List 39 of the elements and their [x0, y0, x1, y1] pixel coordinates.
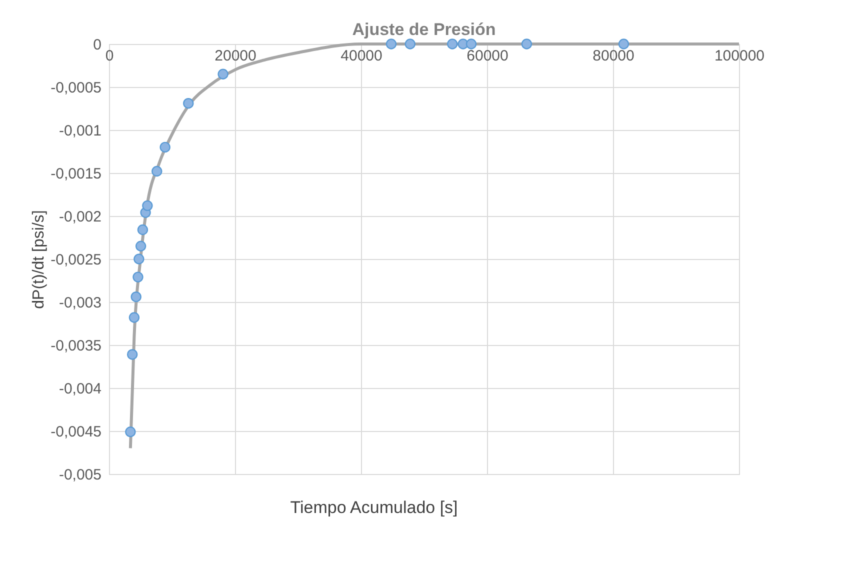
y-tick-label: -0,0045 — [50, 424, 102, 440]
point — [386, 38, 397, 50]
x-tick-label: 20000 — [214, 48, 256, 64]
point — [218, 68, 228, 80]
y-tick-label: -0,0035 — [50, 338, 102, 354]
y-tick-label: 0 — [93, 36, 102, 54]
y-tick-label: -0,001 — [58, 122, 102, 140]
x-tick-label: 80000 — [592, 48, 634, 64]
y-tick-label: -0,005 — [58, 466, 102, 484]
point — [152, 166, 162, 177]
point — [135, 240, 146, 252]
point — [134, 254, 144, 264]
point — [521, 38, 532, 50]
chart-title: Ajuste de Presión — [352, 20, 496, 39]
point — [183, 98, 194, 109]
point — [160, 142, 170, 153]
x-tick-label: 0 — [105, 48, 114, 64]
y-tick-label: -0,002 — [58, 208, 102, 226]
y-tick-label: -0,0025 — [50, 252, 102, 268]
y-tick-label: -0,003 — [58, 294, 102, 312]
point — [137, 224, 148, 236]
point — [447, 38, 458, 50]
y-tick-label: -0,0015 — [50, 166, 102, 182]
x-tick-label: 100000 — [714, 48, 765, 64]
point — [466, 38, 477, 50]
x-tick-label: 40000 — [340, 48, 382, 64]
y-tick-label: -0,0005 — [50, 80, 102, 96]
point — [132, 272, 144, 282]
point — [130, 292, 142, 302]
y-axis-title: dP(t)/dt [psi/s] — [30, 210, 48, 309]
point — [126, 349, 138, 360]
x-tick-label: 60000 — [466, 48, 508, 64]
point — [128, 312, 140, 323]
x-axis-title: Tiempo Acumulado [s] — [290, 498, 458, 517]
point — [142, 200, 153, 212]
point — [404, 38, 416, 50]
point — [618, 38, 630, 50]
point — [125, 426, 136, 438]
y-tick-label: -0,004 — [58, 380, 102, 398]
